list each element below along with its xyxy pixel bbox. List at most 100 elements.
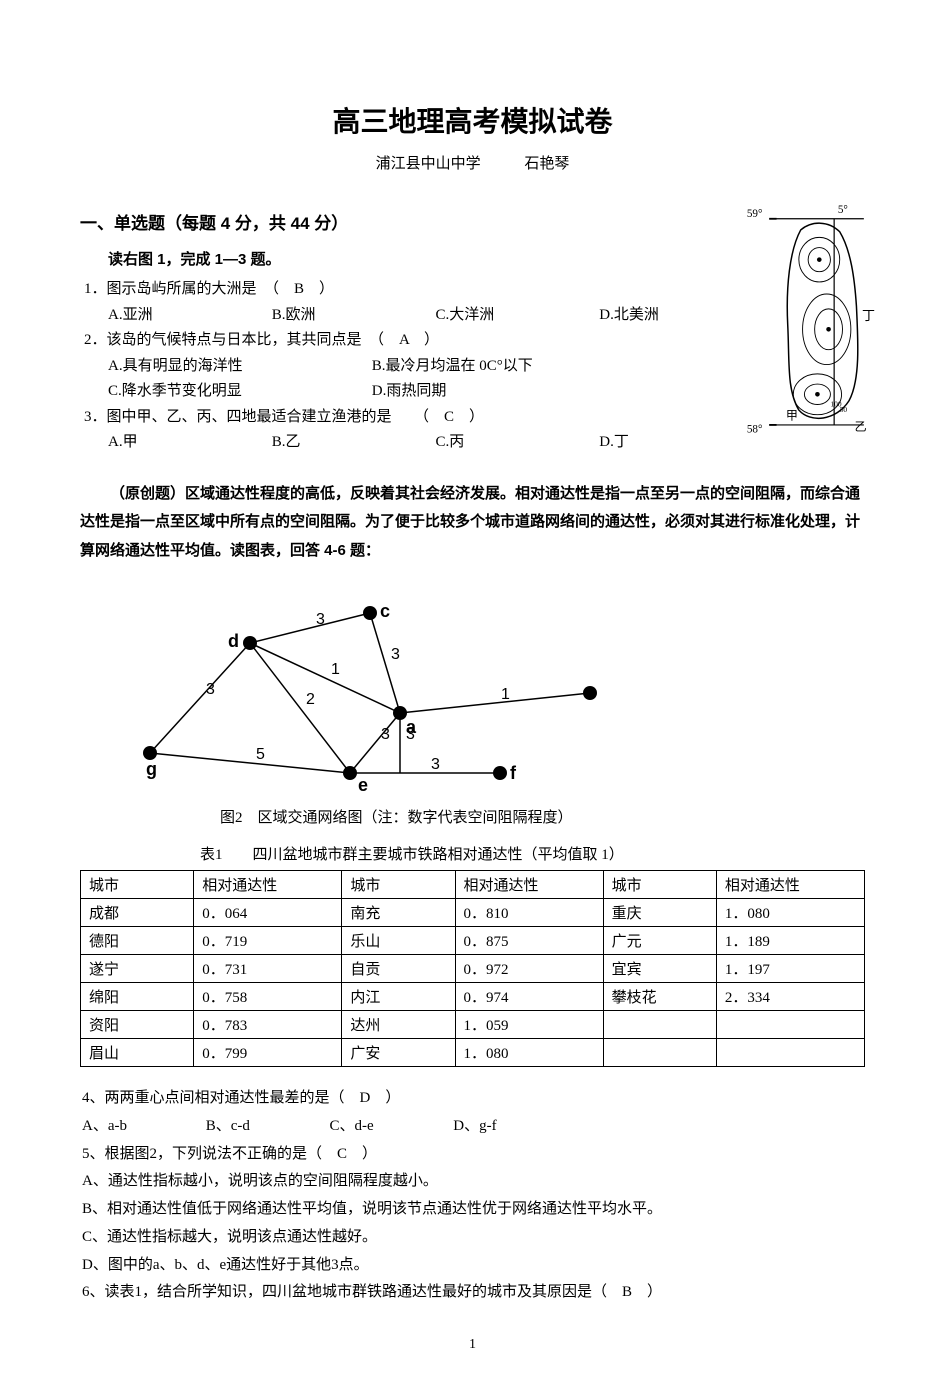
table-cell bbox=[716, 1039, 864, 1067]
q5-stem: 5、根据图2，下列说法不正确的是（ C ） bbox=[82, 1141, 865, 1169]
table-cell: 0．783 bbox=[194, 1011, 342, 1039]
figure2-caption: 图2 区域交通网络图（注：数字代表空间阻隔程度） bbox=[220, 806, 865, 827]
svg-text:a: a bbox=[406, 717, 417, 737]
table-cell: 1．189 bbox=[716, 927, 864, 955]
school-name: 浦江县中山中学 bbox=[376, 156, 481, 172]
svg-text:3: 3 bbox=[391, 646, 400, 663]
passage-4-6: （原创题）区域通达性程度的高低，反映着其社会经济发展。相对通达性是指一点至另一点… bbox=[80, 480, 865, 566]
author-name: 石艳琴 bbox=[524, 156, 569, 172]
svg-text:d: d bbox=[228, 631, 239, 651]
page-number: 1 bbox=[80, 1337, 865, 1353]
q4-options: A、a-b B、c-d C、d-e D、g-f bbox=[82, 1113, 865, 1141]
table-cell: 乐山 bbox=[342, 927, 455, 955]
table-cell: 1．059 bbox=[455, 1011, 603, 1039]
table1-header: 相对通达性 bbox=[716, 871, 864, 899]
q3-D: D.丁 bbox=[599, 430, 759, 456]
table-cell: 德阳 bbox=[81, 927, 194, 955]
q5-A: A、通达性指标越小，说明该点的空间阻隔程度越小。 bbox=[82, 1168, 865, 1196]
lat-top-label: 59° bbox=[747, 208, 763, 220]
table-cell: 0．719 bbox=[194, 927, 342, 955]
q6-stem: 6、读表1，结合所学知识，四川盆地城市群铁路通达性最好的城市及其原因是（ B ） bbox=[82, 1279, 865, 1307]
table1: 城市相对通达性城市相对通达性城市相对通达性成都0．064南充0．810重庆1．0… bbox=[80, 870, 865, 1067]
table-cell: 自贡 bbox=[342, 955, 455, 983]
table-cell bbox=[603, 1039, 716, 1067]
table-row: 遂宁0．731自贡0．972宜宾1．197 bbox=[81, 955, 865, 983]
table1-header: 城市 bbox=[342, 871, 455, 899]
page: 高三地理高考模拟试卷 浦江县中山中学 石艳琴 59° 5° 58° 丁 甲 乙 … bbox=[0, 0, 945, 1393]
table-cell: 绵阳 bbox=[81, 983, 194, 1011]
table-cell: 0．875 bbox=[455, 927, 603, 955]
q4-B: B、c-d bbox=[206, 1113, 326, 1141]
table-cell: 广元 bbox=[603, 927, 716, 955]
svg-text:3: 3 bbox=[381, 726, 390, 743]
map-label-ding: 丁 bbox=[862, 308, 875, 323]
table1-header: 相对通达性 bbox=[194, 871, 342, 899]
table-cell: 达州 bbox=[342, 1011, 455, 1039]
q3-C: C.丙 bbox=[436, 430, 596, 456]
q2-C: C.降水季节变化明显 bbox=[108, 379, 368, 405]
table-cell: 攀枝花 bbox=[603, 983, 716, 1011]
table-row: 成都0．064南充0．810重庆1．080 bbox=[81, 899, 865, 927]
table-cell: 眉山 bbox=[81, 1039, 194, 1067]
table-cell: 宜宾 bbox=[603, 955, 716, 983]
table-cell: 0．972 bbox=[455, 955, 603, 983]
table-row: 绵阳0．758内江0．974攀枝花2．334 bbox=[81, 983, 865, 1011]
table-cell: 成都 bbox=[81, 899, 194, 927]
table-cell: 内江 bbox=[342, 983, 455, 1011]
q3-B: B.乙 bbox=[272, 430, 432, 456]
table-cell: 遂宁 bbox=[81, 955, 194, 983]
table-cell: 0．810 bbox=[455, 899, 603, 927]
table-cell: 广安 bbox=[342, 1039, 455, 1067]
lon-top-label: 5° bbox=[838, 204, 848, 216]
svg-text:f: f bbox=[510, 763, 517, 783]
q1-A: A.亚洲 bbox=[108, 303, 268, 329]
q3-A: A.甲 bbox=[108, 430, 268, 456]
table-cell: 南充 bbox=[342, 899, 455, 927]
table-row: 德阳0．719乐山0．875广元1．189 bbox=[81, 927, 865, 955]
svg-text:3: 3 bbox=[206, 681, 215, 698]
svg-text:e: e bbox=[358, 775, 368, 793]
table-cell: 1．080 bbox=[455, 1039, 603, 1067]
table-cell: 资阳 bbox=[81, 1011, 194, 1039]
q1-C: C.大洋洲 bbox=[436, 303, 596, 329]
table-cell: 重庆 bbox=[603, 899, 716, 927]
lat-bottom-label: 58° bbox=[747, 423, 763, 435]
table-row: 眉山0．799广安1．080 bbox=[81, 1039, 865, 1067]
q5-B: B、相对通达性值低于网络通达性平均值，说明该节点通达性优于网络通达性平均水平。 bbox=[82, 1196, 865, 1224]
table-cell: 0．799 bbox=[194, 1039, 342, 1067]
table-cell: 0．064 bbox=[194, 899, 342, 927]
svg-text:1: 1 bbox=[331, 661, 340, 678]
page-title: 高三地理高考模拟试卷 bbox=[80, 100, 865, 140]
network-figure: 3521333133gdcaef bbox=[120, 583, 630, 793]
table-cell bbox=[603, 1011, 716, 1039]
svg-text:3: 3 bbox=[431, 756, 440, 773]
map-label-jia: 甲 bbox=[786, 408, 798, 422]
q1-D: D.北美洲 bbox=[599, 303, 759, 329]
svg-text:g: g bbox=[146, 759, 157, 779]
svg-text:5: 5 bbox=[256, 746, 265, 763]
table-cell: 0．758 bbox=[194, 983, 342, 1011]
page-subtitle: 浦江县中山中学 石艳琴 bbox=[80, 152, 865, 173]
table-cell: 0．731 bbox=[194, 955, 342, 983]
q1-B: B.欧洲 bbox=[272, 303, 432, 329]
contour-50: 50 bbox=[840, 405, 848, 414]
q4-stem: 4、两两重心点间相对通达性最差的是（ D ） bbox=[82, 1085, 865, 1113]
questions-4-6: 4、两两重心点间相对通达性最差的是（ D ） A、a-b B、c-d C、d-e… bbox=[80, 1085, 865, 1307]
q2-A: A.具有明显的海洋性 bbox=[108, 354, 368, 380]
q4-A: A、a-b bbox=[82, 1113, 202, 1141]
svg-text:1: 1 bbox=[501, 686, 510, 703]
table-cell bbox=[716, 1011, 864, 1039]
svg-text:2: 2 bbox=[306, 691, 315, 708]
q4-D: D、g-f bbox=[453, 1113, 573, 1141]
table1-header: 城市 bbox=[603, 871, 716, 899]
table1-caption: 表1 四川盆地城市群主要城市铁路相对通达性（平均值取 1） bbox=[200, 843, 865, 864]
q5-C: C、通达性指标越大，说明该点通达性越好。 bbox=[82, 1224, 865, 1252]
q5-D: D、图中的a、b、d、e通达性好于其他3点。 bbox=[82, 1252, 865, 1280]
table1-header: 相对通达性 bbox=[455, 871, 603, 899]
q2-D: D.雨热同期 bbox=[372, 379, 632, 405]
q4-C: C、d-e bbox=[330, 1113, 450, 1141]
table-cell: 0．974 bbox=[455, 983, 603, 1011]
table-row: 资阳0．783达州1．059 bbox=[81, 1011, 865, 1039]
svg-text:c: c bbox=[380, 601, 390, 621]
table-cell: 1．197 bbox=[716, 955, 864, 983]
